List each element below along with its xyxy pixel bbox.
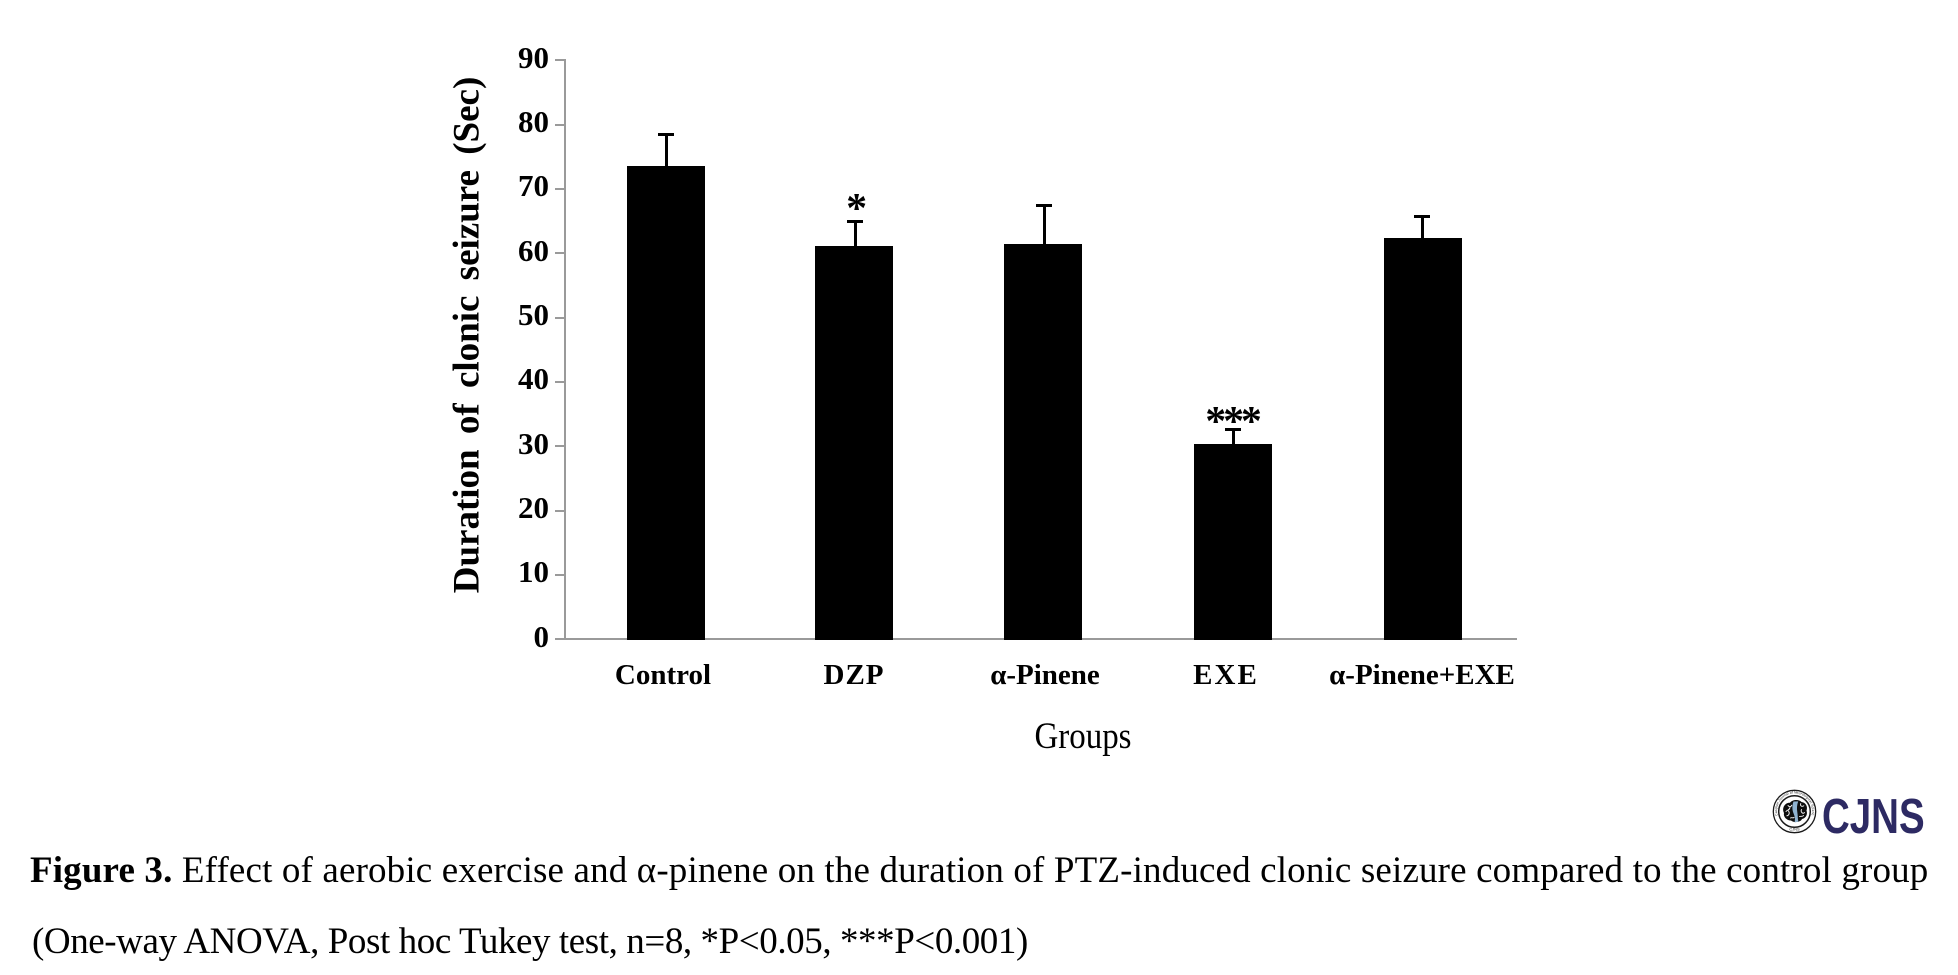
svg-text:CJNS: CJNS (1789, 827, 1800, 832)
